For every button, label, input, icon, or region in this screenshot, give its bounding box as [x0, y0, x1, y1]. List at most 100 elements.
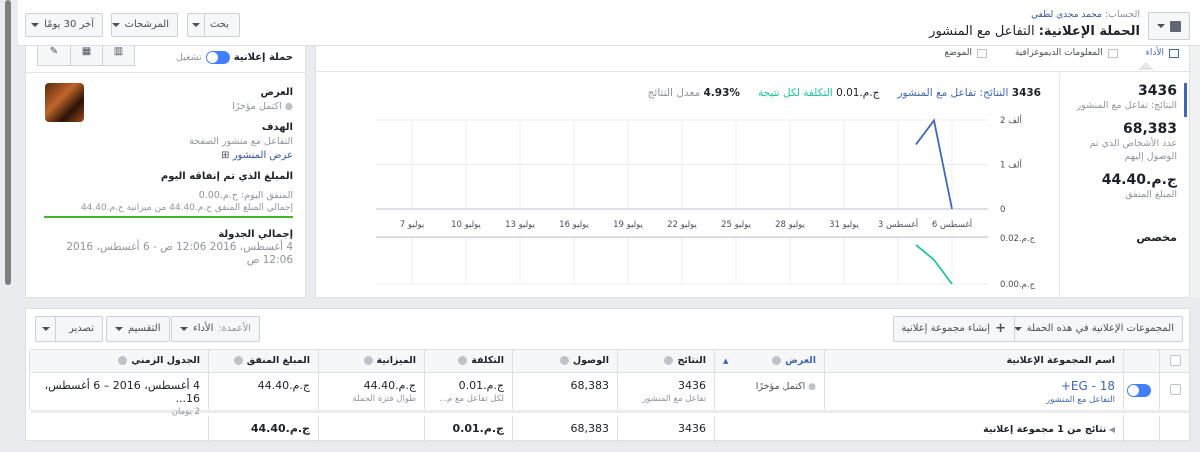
adset-toggle[interactable]: [1127, 384, 1151, 397]
header: الحساب: محمد مجدي لطفي الحملة الإعلانية:…: [18, 0, 1200, 46]
account-label: الحساب:: [1104, 9, 1140, 20]
column-header-6[interactable]: المبلغ المنفق: [208, 350, 318, 372]
tab-0[interactable]: الأداء: [1146, 46, 1179, 60]
summary-cell: ◀ نتائج من 1 مجموعة إعلانية: [714, 416, 1123, 444]
cell-value: ج.م.0.01: [458, 379, 504, 392]
cell-value: 68,383: [570, 379, 610, 392]
info-icon[interactable]: [118, 356, 128, 365]
tab-1[interactable]: المعلومات الديموغرافية: [1015, 46, 1118, 60]
cell-value: 3436: [678, 379, 706, 392]
campaign-menu-button[interactable]: [1148, 12, 1190, 40]
stat-1[interactable]: 68,383 عدد الأشخاص الذي تم الوصول إليهم: [1089, 121, 1177, 162]
plus-icon: +: [995, 321, 1006, 336]
chevron-down-icon[interactable]: [188, 14, 205, 36]
delivery-status: اكتمل مؤخرًا: [232, 101, 282, 112]
expand-icon[interactable]: ◀: [1106, 425, 1115, 434]
cell: [1159, 373, 1189, 410]
x-tick-label: يوليو 7: [400, 220, 425, 230]
summary-cell: [1159, 416, 1189, 444]
external-link-icon: ⊞: [221, 150, 230, 161]
create-adset-button[interactable]: + إنشاء مجموعة إعلانية: [892, 316, 1015, 342]
tabs: الأداء المعلومات الديموغرافية الموضع: [316, 46, 1189, 72]
columns-dropdown[interactable]: الأعمدة: الأداء: [171, 316, 260, 342]
edit-icon[interactable]: ✎: [49, 46, 59, 57]
adsets-panel: المجموعات الإعلانية في هذه الحملة + إنشاء…: [25, 308, 1190, 444]
x-tick-label: يوليو 28: [775, 220, 805, 230]
x-tick-label: أغسطس 6: [932, 218, 972, 230]
sort-ascending-icon[interactable]: ▲: [723, 357, 729, 365]
column-header-1[interactable]: العرض ▲: [714, 350, 824, 372]
placement-icon: [976, 48, 987, 58]
tab-2[interactable]: الموضع: [944, 46, 987, 60]
y-tick-label: ج.م.0.02: [1000, 234, 1036, 244]
info-icon[interactable]: [363, 356, 373, 365]
x-tick-label: أغسطس 3: [878, 218, 918, 230]
header-cell: [1159, 350, 1189, 372]
info-icon[interactable]: [664, 356, 674, 365]
delete-icon[interactable]: ▥: [102, 46, 134, 65]
series-line: [915, 244, 953, 285]
info-icon[interactable]: [233, 356, 243, 365]
account-link[interactable]: محمد مجدي لطفي: [1031, 10, 1102, 20]
y-tick-label: 0: [1000, 205, 1005, 215]
row-checkbox[interactable]: [1170, 384, 1181, 395]
summary-cell: [31, 416, 208, 444]
cell: 68,383: [512, 373, 617, 410]
cell: 3436 تفاعل مع المنشور: [617, 373, 714, 410]
column-header-7[interactable]: الجدول الزمني: [29, 350, 208, 372]
adset-name-link[interactable]: EG - 18+: [1060, 379, 1115, 393]
column-header-5[interactable]: الميزانية: [318, 350, 424, 372]
table-row[interactable]: EG - 18+ التفاعل مع المنشور ● اكتمل مؤخرًا…: [29, 373, 1189, 417]
header-cell: [1123, 350, 1159, 372]
column-header-2[interactable]: النتائج: [617, 350, 714, 372]
custom-label: مخصص: [1136, 231, 1177, 244]
summary-cell: [318, 416, 424, 444]
stats-column: 3436 النتائج: تفاعل مع المنشور 68,383 عدد ا…: [1059, 73, 1189, 297]
export-button[interactable]: تصدير: [35, 316, 104, 342]
page-title: الحملة الإعلانية: التفاعل مع المنشور: [929, 24, 1140, 39]
campaign-icon: [1170, 20, 1181, 32]
scrollbar[interactable]: [5, 0, 11, 285]
breakdown-dropdown[interactable]: التقسيم: [106, 316, 170, 342]
campaign-toggle[interactable]: [205, 51, 230, 64]
adsets-dropdown[interactable]: المجموعات الإعلانية في هذه الحملة: [1004, 316, 1183, 342]
stat-2[interactable]: ج.م.44.40 المبلغ المنفق: [1101, 172, 1177, 200]
y-tick-label: 1 ألف: [1000, 159, 1022, 171]
performance-chart: 0 1 ألف 2 ألف ج.م.0.00 ج.م.0.02 يوليو 7 يوليو …: [376, 114, 1036, 290]
date-range-button[interactable]: آخر 30 يومًا: [25, 13, 103, 37]
bar-chart-icon: [1169, 48, 1179, 58]
x-tick-label: يوليو 22: [667, 220, 697, 230]
column-header-3[interactable]: الوصول: [512, 350, 617, 372]
cell: ● اكتمل مؤخرًا: [714, 373, 824, 410]
summary-cell: ج.م.0.01: [424, 416, 512, 444]
performance-panel: الأداء المعلومات الديموغرافية الموضع 3436 ا…: [315, 46, 1190, 298]
chevron-down-icon[interactable]: [36, 317, 56, 341]
y-tick-label: 2 ألف: [1000, 114, 1022, 126]
summary-cell: ج.م.44.40: [208, 416, 318, 444]
x-tick-label: يوليو 19: [613, 220, 643, 230]
cell-value: 4 أغسطس، 2016 – 6 أغسطس، 16...: [44, 379, 200, 405]
summary-row: ◀ نتائج من 1 مجموعة إعلانية 3436 68,383 ج.م…: [31, 416, 1189, 444]
cell: EG - 18+ التفاعل مع المنشور: [824, 373, 1123, 410]
info-icon[interactable]: [559, 356, 569, 365]
adsets-table: اسم المجموعة الإعلانية العرض ▲ النتائج الوصو…: [29, 349, 1189, 444]
info-icon[interactable]: [458, 356, 468, 365]
column-header-0[interactable]: اسم المجموعة الإعلانية: [824, 350, 1123, 372]
summary-cell: 3436: [617, 416, 714, 444]
info-icon[interactable]: [772, 356, 782, 365]
panel-actions: ▥ ▦ ✎: [37, 46, 135, 66]
cell: 4 أغسطس، 2016 – 6 أغسطس، 16... 2 يومان: [29, 373, 208, 417]
x-tick-label: يوليو 13: [505, 220, 535, 230]
cell: ج.م.44.40 طوال فترة الحملة: [318, 373, 424, 410]
view-post-link[interactable]: عرض المنشور: [232, 150, 293, 161]
duplicate-icon[interactable]: ▦: [70, 46, 102, 65]
account-line: الحساب: محمد مجدي لطفي: [1031, 9, 1140, 20]
stat-0[interactable]: 3436 النتائج: تفاعل مع المنشور: [1076, 83, 1177, 111]
cell-value: ج.م.44.40: [363, 379, 416, 392]
search-button[interactable]: بحث: [187, 13, 240, 37]
select-all-checkbox[interactable]: [1170, 355, 1181, 366]
filters-button[interactable]: المرشحات: [111, 13, 178, 37]
column-header-4[interactable]: التكلفة: [424, 350, 512, 372]
summary-cell: 68,383: [512, 416, 617, 444]
cell: [1123, 373, 1159, 410]
